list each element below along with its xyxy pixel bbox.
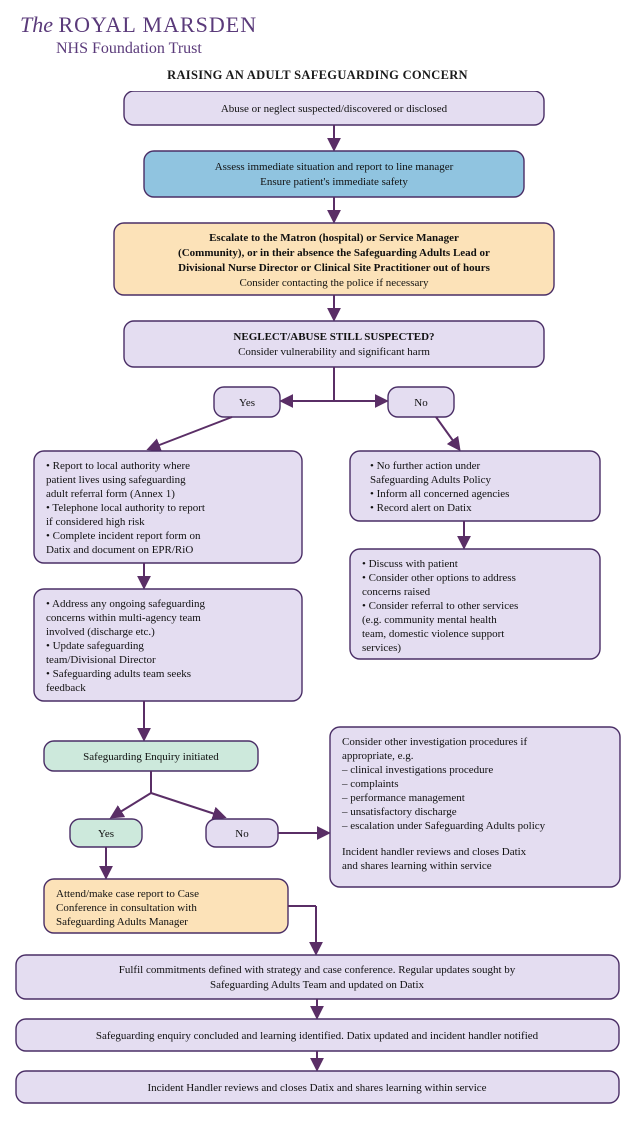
sideg: – escalation under Safeguarding Adults p… [341, 820, 546, 832]
enq: Safeguarding Enquiry initiated [83, 751, 219, 763]
no2: No [235, 828, 249, 840]
l1e: if considered high risk [46, 516, 145, 528]
b2a: Assess immediate situation and report to… [215, 161, 454, 173]
l2a: • Address any ongoing safeguarding [46, 598, 206, 610]
b1: Abuse or neglect suspected/discovered or… [221, 103, 448, 115]
r2a: • Discuss with patient [362, 558, 458, 570]
sidea: Consider other investigation procedures … [342, 736, 527, 748]
flowchart: Abuse or neglect suspected/discovered or… [14, 91, 621, 1131]
r2f: team, domestic violence support [362, 628, 504, 640]
l2f: • Safeguarding adults team seeks [46, 668, 191, 680]
logo-the: The [20, 12, 53, 37]
r2b: • Consider other options to address [362, 572, 516, 584]
r1c: • Inform all concerned agencies [370, 488, 509, 500]
f3: Incident Handler reviews and closes Dati… [147, 1082, 486, 1094]
b3a: Escalate to the Matron (hospital) or Ser… [209, 232, 459, 244]
l2e: team/Divisional Director [46, 654, 156, 666]
r2c: concerns raised [362, 586, 431, 598]
l1d: • Telephone local authority to report [46, 502, 205, 514]
yes1: Yes [239, 397, 255, 409]
sidei: and shares learning within service [342, 860, 492, 872]
l2d: • Update safeguarding [46, 640, 144, 652]
attc: Safeguarding Adults Manager [56, 916, 188, 928]
r2e: (e.g. community mental health [362, 614, 497, 626]
sideh: Incident handler reviews and closes Dati… [342, 846, 527, 858]
sided: – complaints [341, 778, 399, 790]
f1a: Fulfil commitments defined with strategy… [119, 964, 516, 976]
r1d: • Record alert on Datix [370, 502, 472, 514]
l2g: feedback [46, 682, 86, 694]
r1a: • No further action under [370, 460, 480, 472]
logo-line1: The ROYAL MARSDEN [20, 12, 621, 38]
logo-nhs: NHS Foundation Trust [56, 40, 621, 58]
l2c: involved (discharge etc.) [46, 626, 155, 638]
sidec: – clinical investigations procedure [341, 764, 493, 776]
l1b: patient lives using safeguarding [46, 474, 186, 486]
b4b: Consider vulnerability and significant h… [238, 346, 430, 358]
r1b: Safeguarding Adults Policy [370, 474, 491, 486]
l1g: Datix and document on EPR/RiO [46, 544, 193, 556]
yes2: Yes [98, 828, 114, 840]
page-title: RAISING AN ADULT SAFEGUARDING CONCERN [14, 68, 621, 83]
l2b: concerns within multi-agency team [46, 612, 201, 624]
b3c: Divisional Nurse Director or Clinical Si… [178, 262, 490, 274]
page: The ROYAL MARSDEN NHS Foundation Trust R… [0, 0, 635, 1127]
f2: Safeguarding enquiry concluded and learn… [96, 1030, 539, 1042]
no1: No [414, 397, 428, 409]
attb: Conference in consultation with [56, 902, 197, 914]
b2b: Ensure patient's immediate safety [260, 176, 408, 188]
r2g: services) [362, 642, 401, 654]
l1a: • Report to local authority where [46, 460, 190, 472]
l1f: • Complete incident report form on [46, 530, 201, 542]
l1c: adult referral form (Annex 1) [46, 488, 175, 500]
logo-royal-marsden: ROYAL MARSDEN [59, 12, 258, 37]
r2d: • Consider referral to other services [362, 600, 518, 612]
b3b: (Community), or in their absence the Saf… [178, 247, 490, 259]
b3d: Consider contacting the police if necess… [239, 277, 429, 289]
atta: Attend/make case report to Case [56, 888, 199, 900]
sidee: – performance management [341, 792, 465, 804]
sideb: appropriate, e.g. [342, 750, 414, 762]
sidef: – unsatisfactory discharge [341, 806, 457, 818]
b4a: NEGLECT/ABUSE STILL SUSPECTED? [233, 331, 434, 343]
f1b: Safeguarding Adults Team and updated on … [210, 979, 425, 991]
